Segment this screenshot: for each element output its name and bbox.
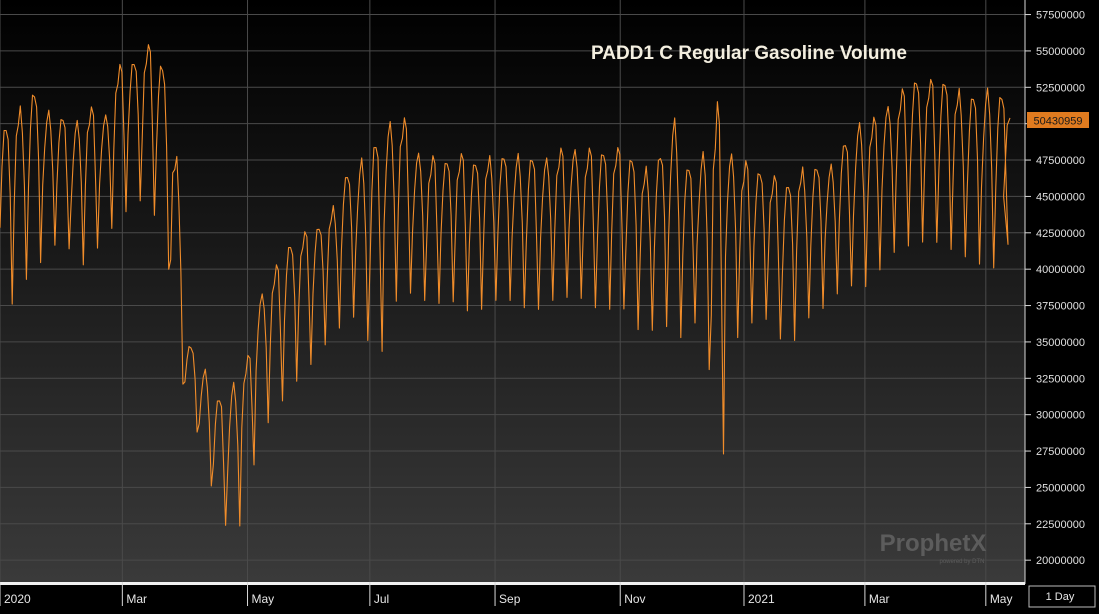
watermark-brand: ProphetX [880,530,987,557]
last-value-badge [1027,112,1089,128]
y-axis-panel [1025,0,1099,609]
x-axis: 2020 Mar May Jul Sep Nov 2021 Mar May [0,582,1012,606]
x-tick-label: Mar [126,592,147,606]
x-axis-panel [0,582,1025,609]
x-tick-label: Nov [624,592,645,606]
y-tick-label: 37500000 [1036,301,1085,313]
x-tick-label: May [990,592,1013,606]
chart-title: PADD1 C Regular Gasoline Volume [591,43,907,64]
series-line [0,44,1011,527]
y-tick-label: 25000000 [1036,482,1085,494]
period-box[interactable] [1028,585,1096,608]
x-tick-label: Jul [374,592,389,606]
x-axis-line [0,582,1025,585]
y-tick-label: 55000000 [1036,46,1085,58]
x-tick-label: 2020 [4,592,31,606]
series-layer [0,44,1011,527]
y-tick-label: 57500000 [1036,10,1085,22]
plot-background [0,0,1025,582]
y-axis: 20000000 22500000 25000000 27500000 30000000… [1025,10,1085,567]
y-tick-label: 40000000 [1036,264,1085,276]
x-tick-label: May [252,592,275,606]
period-label[interactable]: 1 Day [1046,591,1075,603]
y-tick-label: 35000000 [1036,337,1085,349]
y-tick-label: 30000000 [1036,410,1085,422]
watermark-tagline: powered by DTN [939,559,984,565]
y-tick-label: 45000000 [1036,191,1085,203]
y-tick-label: 32500000 [1036,373,1085,385]
x-tick-label: 2021 [748,592,775,606]
last-value-label: 50430959 [1034,116,1083,128]
y-tick-label: 20000000 [1036,555,1085,567]
x-tick-label: Sep [499,592,521,606]
y-tick-label: 42500000 [1036,228,1085,240]
y-tick-label: 47500000 [1036,155,1085,167]
y-tick-label: 27500000 [1036,446,1085,458]
y-tick-label: 52500000 [1036,82,1085,94]
x-tick-label: Mar [869,592,890,606]
y-tick-label: 22500000 [1036,519,1085,531]
